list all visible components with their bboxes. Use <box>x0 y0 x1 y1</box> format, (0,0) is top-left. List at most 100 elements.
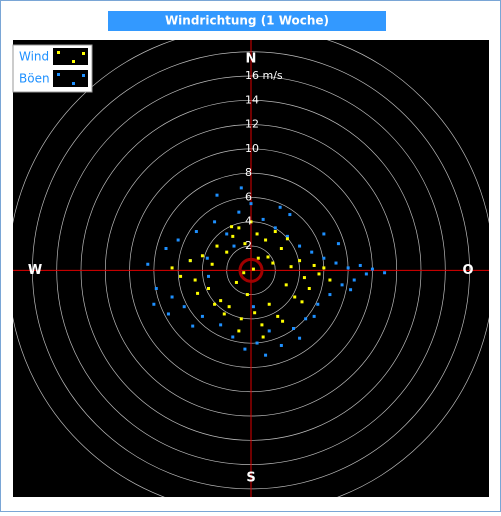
point <box>312 314 316 318</box>
point <box>239 317 243 321</box>
point <box>304 317 308 321</box>
legend-dot <box>57 51 60 54</box>
point <box>278 205 282 209</box>
point <box>340 283 344 287</box>
point <box>232 244 236 248</box>
point <box>364 272 368 276</box>
legend-dot <box>72 82 75 85</box>
point <box>237 329 241 333</box>
point <box>230 225 234 229</box>
point <box>298 244 302 248</box>
point <box>358 263 362 267</box>
point <box>312 263 316 267</box>
r-tick-label: 4 <box>245 215 252 228</box>
point <box>194 230 198 234</box>
point <box>251 305 255 309</box>
point <box>261 335 265 339</box>
point <box>334 261 338 265</box>
r-tick-label: 8 <box>245 166 252 179</box>
r-tick-label: 2 <box>245 239 252 252</box>
point <box>267 302 271 306</box>
point <box>253 311 257 315</box>
point <box>310 250 314 254</box>
point <box>285 234 289 238</box>
point <box>298 259 302 263</box>
point <box>243 347 247 351</box>
point <box>352 278 356 282</box>
point <box>285 237 289 241</box>
point <box>200 314 204 318</box>
r-tick-label: 6 <box>245 190 252 203</box>
chart-title: Windrichtung (1 Woche) <box>165 14 329 28</box>
point <box>264 353 268 357</box>
legend-dot <box>82 52 85 55</box>
point <box>271 261 275 265</box>
center-marker <box>238 257 264 283</box>
point <box>251 267 255 271</box>
point <box>255 341 259 345</box>
point <box>219 323 223 327</box>
point <box>383 271 387 275</box>
point <box>225 232 229 236</box>
legend-dot <box>57 73 60 76</box>
point <box>207 274 210 278</box>
point <box>200 254 204 258</box>
point <box>179 274 183 278</box>
point <box>182 305 186 309</box>
compass-label: W <box>28 263 42 278</box>
point <box>293 295 297 299</box>
point <box>370 267 374 271</box>
point <box>243 242 247 246</box>
point <box>322 232 326 236</box>
point <box>346 266 350 270</box>
point <box>176 238 180 242</box>
point <box>349 288 353 292</box>
title-bar <box>108 11 386 31</box>
point <box>256 256 260 260</box>
compass-label: S <box>246 471 255 486</box>
point <box>279 343 283 347</box>
point <box>298 336 302 340</box>
point <box>215 244 219 248</box>
point <box>249 220 253 224</box>
point <box>322 266 326 270</box>
point <box>191 324 195 328</box>
point <box>154 287 158 291</box>
legend: Wind Böen <box>12 44 93 93</box>
point <box>322 256 326 260</box>
point <box>317 272 321 276</box>
point <box>152 302 156 306</box>
point <box>219 299 223 303</box>
point <box>273 226 277 230</box>
point <box>289 265 293 269</box>
r-tick-label: 10 <box>245 142 259 155</box>
point <box>328 278 332 282</box>
point <box>336 242 340 246</box>
point <box>266 255 270 259</box>
legend-label: Böen <box>19 72 50 86</box>
point <box>302 276 306 280</box>
point <box>239 186 243 190</box>
legend-swatch <box>53 48 88 65</box>
point <box>215 193 219 197</box>
point <box>222 312 226 316</box>
point <box>231 234 235 238</box>
compass-label: N <box>246 52 257 67</box>
plot <box>13 40 489 497</box>
point <box>284 283 288 287</box>
point <box>234 280 238 284</box>
point <box>300 300 304 304</box>
point <box>146 262 150 266</box>
point <box>281 319 285 323</box>
r-tick-label: 16 m/s <box>245 69 283 82</box>
point <box>166 312 170 316</box>
r-tick-label: 12 <box>245 118 259 131</box>
point <box>164 246 168 250</box>
point <box>231 335 235 339</box>
point <box>213 220 217 224</box>
point <box>213 302 217 306</box>
point <box>249 202 253 206</box>
point <box>207 287 210 291</box>
point <box>170 266 174 270</box>
